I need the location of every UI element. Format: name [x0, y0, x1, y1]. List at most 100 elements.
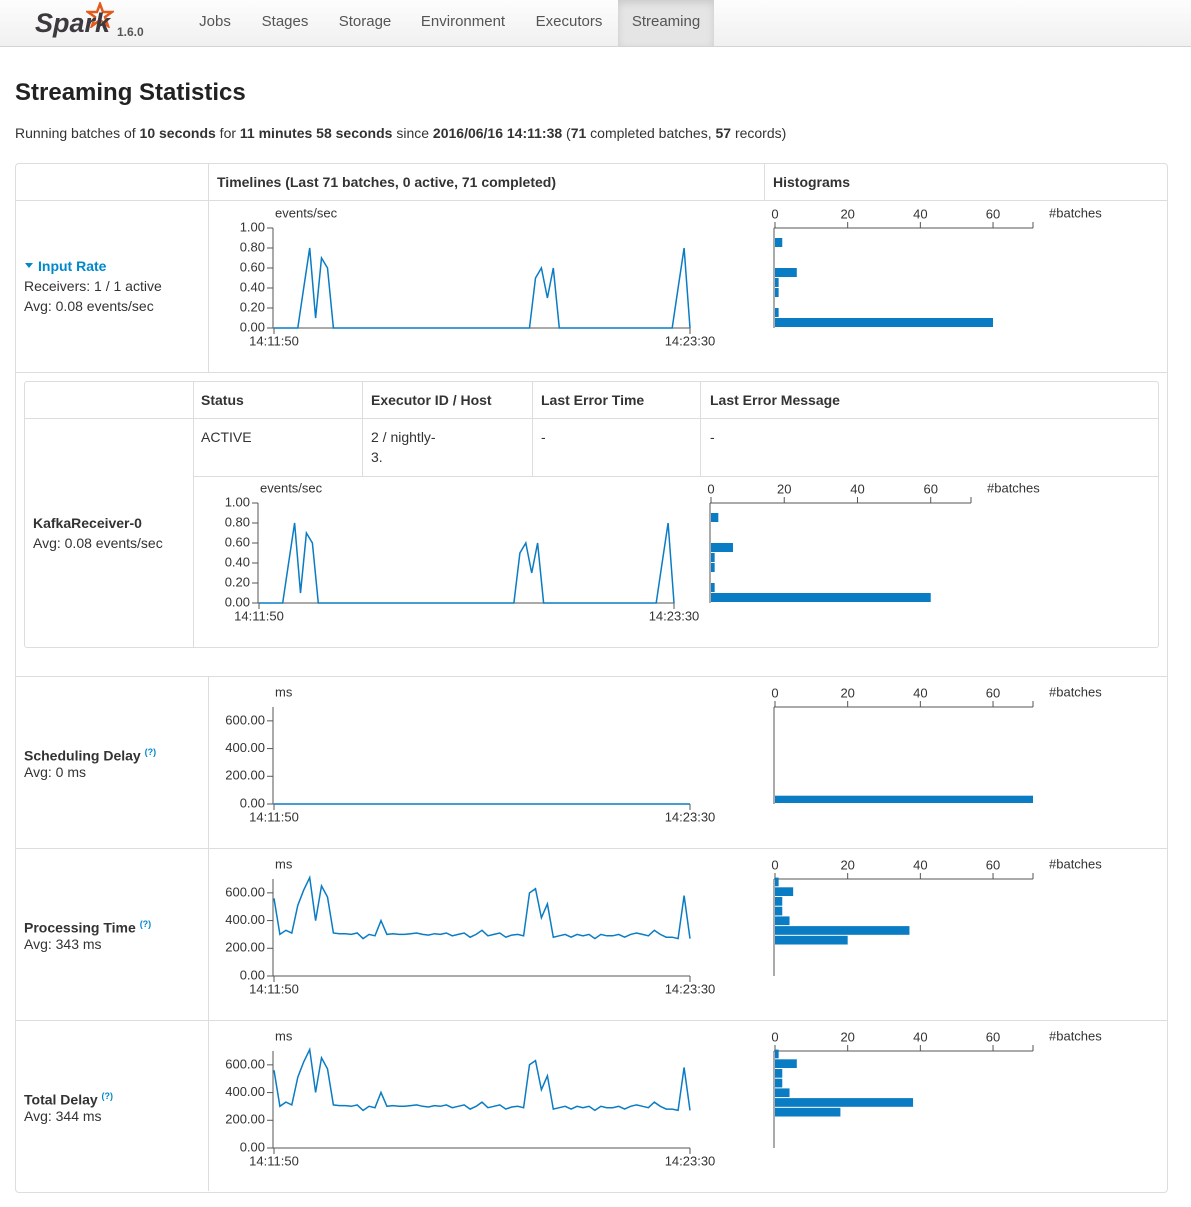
x-tick-label: 14:23:30: [665, 809, 716, 824]
histogram-bar: [775, 268, 797, 277]
nav-tab[interactable]: Stages: [261, 13, 309, 30]
row-line: [16, 1020, 1167, 1021]
y-tick-label: 400.00: [225, 740, 265, 755]
summary-part: records): [731, 125, 787, 141]
x-tick-label: 40: [913, 685, 927, 700]
x-tick-label: 20: [840, 685, 854, 700]
x-tick-label: 0: [771, 685, 778, 700]
timeline: [274, 247, 691, 329]
summary: Running batches of 10 seconds for 11 min…: [15, 124, 786, 142]
y-tick-label: 0.00: [240, 1139, 265, 1154]
histogram-bar: [775, 288, 779, 297]
y-tick-label: 0.80: [240, 239, 265, 254]
histogram-bar: [775, 1107, 841, 1117]
cell: 3.: [371, 449, 383, 465]
x-tick-label: 40: [913, 1029, 927, 1044]
col-line: [764, 164, 765, 200]
col-line: [208, 164, 209, 372]
row-line: [16, 676, 1167, 677]
col-line: [362, 382, 363, 476]
navbar: Spark 1.6.0 Jobs Stages Storage Environment…: [0, 0, 1191, 47]
y-axis-label: events/sec: [275, 205, 338, 220]
y-tick-label: 0.00: [225, 594, 250, 609]
x-tick-label: 60: [986, 206, 1000, 221]
y-tick-label: 600.00: [225, 1056, 265, 1071]
avg: Avg: 0.08 events/sec: [24, 298, 154, 314]
timeline: [273, 875, 691, 940]
avg: Avg: 344 ms: [24, 1108, 102, 1124]
metric-label: Scheduling Delay (?): [24, 743, 156, 765]
x-tick-label: 14:23:30: [665, 981, 716, 996]
histogram-bar: [775, 897, 783, 906]
x-axis-label: #batches: [1049, 205, 1102, 220]
nav-tab[interactable]: Environment: [420, 13, 506, 30]
summary-part: completed batches,: [586, 125, 716, 141]
x-tick-label: 0: [771, 206, 778, 221]
y-tick-label: 0.00: [240, 967, 265, 982]
y-tick-label: 0.60: [240, 259, 265, 274]
histogram-bar: [711, 583, 715, 592]
x-tick-label: 20: [840, 1029, 854, 1044]
page-title: Streaming Statistics: [15, 79, 246, 106]
metric-label: Processing Time (?): [24, 915, 151, 937]
avg: Avg: 343 ms: [24, 936, 102, 952]
receiver-name: KafkaReceiver-0: [33, 515, 142, 531]
histogram-bar: [711, 563, 715, 572]
y-tick-label: 0.20: [225, 574, 250, 589]
column-header: Last Error Message: [710, 392, 840, 408]
y-tick-label: 200.00: [225, 768, 265, 783]
histogram-bar: [775, 1049, 779, 1059]
y-tick-label: 0.80: [225, 514, 250, 529]
y-tick-label: 0.40: [225, 554, 250, 569]
receiver-table: [24, 381, 1159, 648]
nav-tab[interactable]: Storage: [338, 13, 392, 30]
summary-part: 11 minutes 58 seconds: [239, 125, 393, 141]
y-tick-label: 400.00: [225, 912, 265, 927]
y-tick-label: 0.60: [225, 534, 250, 549]
nav-tab[interactable]: Executors: [535, 13, 603, 30]
x-tick-label: 20: [840, 206, 854, 221]
nav-tab[interactable]: Jobs: [199, 13, 231, 30]
summary-part: 57: [715, 125, 732, 141]
label: Scheduling Delay: [24, 747, 141, 764]
column-header: Status: [201, 392, 244, 408]
x-tick-label: 20: [777, 481, 791, 496]
histogram-bar: [775, 278, 779, 287]
histogram-bar: [775, 1088, 790, 1098]
col-line: [208, 677, 209, 1191]
histogram-bar: [775, 877, 779, 887]
column-header: Executor ID / Host: [371, 392, 492, 408]
x-tick-label: 14:11:50: [249, 981, 299, 996]
x-axis-label: #batches: [987, 480, 1040, 495]
summary-part: 71: [570, 125, 587, 141]
x-tick-label: 14:23:30: [649, 608, 700, 623]
help[interactable]: (?): [144, 747, 157, 757]
y-tick-label: 200.00: [225, 940, 265, 955]
help[interactable]: (?): [101, 1091, 114, 1101]
column-header: Last Error Time: [541, 392, 645, 408]
x-tick-label: 60: [986, 685, 1000, 700]
x-axis-label: #batches: [1049, 856, 1102, 871]
nav-tab[interactable]: Streaming: [631, 13, 701, 30]
column-header: Timelines (Last 71 batches, 0 active, 71…: [217, 174, 556, 190]
x-tick-label: 0: [771, 857, 778, 872]
x-tick-label: 40: [850, 481, 864, 496]
x-tick-label: 0: [707, 481, 714, 496]
row-line: [16, 372, 1167, 373]
help[interactable]: (?): [139, 919, 152, 929]
cell: -: [710, 429, 715, 445]
input-rate-toggle[interactable]: Input Rate: [38, 258, 107, 274]
x-tick-label: 14:11:50: [249, 1153, 299, 1168]
x-axis-label: #batches: [1049, 684, 1102, 699]
histogram-bar: [775, 935, 848, 945]
x-tick-label: 60: [986, 1029, 1000, 1044]
histogram-bar: [775, 795, 1033, 803]
histogram-bar: [711, 543, 733, 552]
y-tick-label: 600.00: [225, 884, 265, 899]
active-tab-bg: [618, 0, 714, 46]
row-line: [16, 848, 1167, 849]
row-line: [193, 476, 1158, 477]
summary-part: for: [215, 125, 240, 141]
receivers: Receivers: 1 / 1 active: [24, 278, 162, 294]
